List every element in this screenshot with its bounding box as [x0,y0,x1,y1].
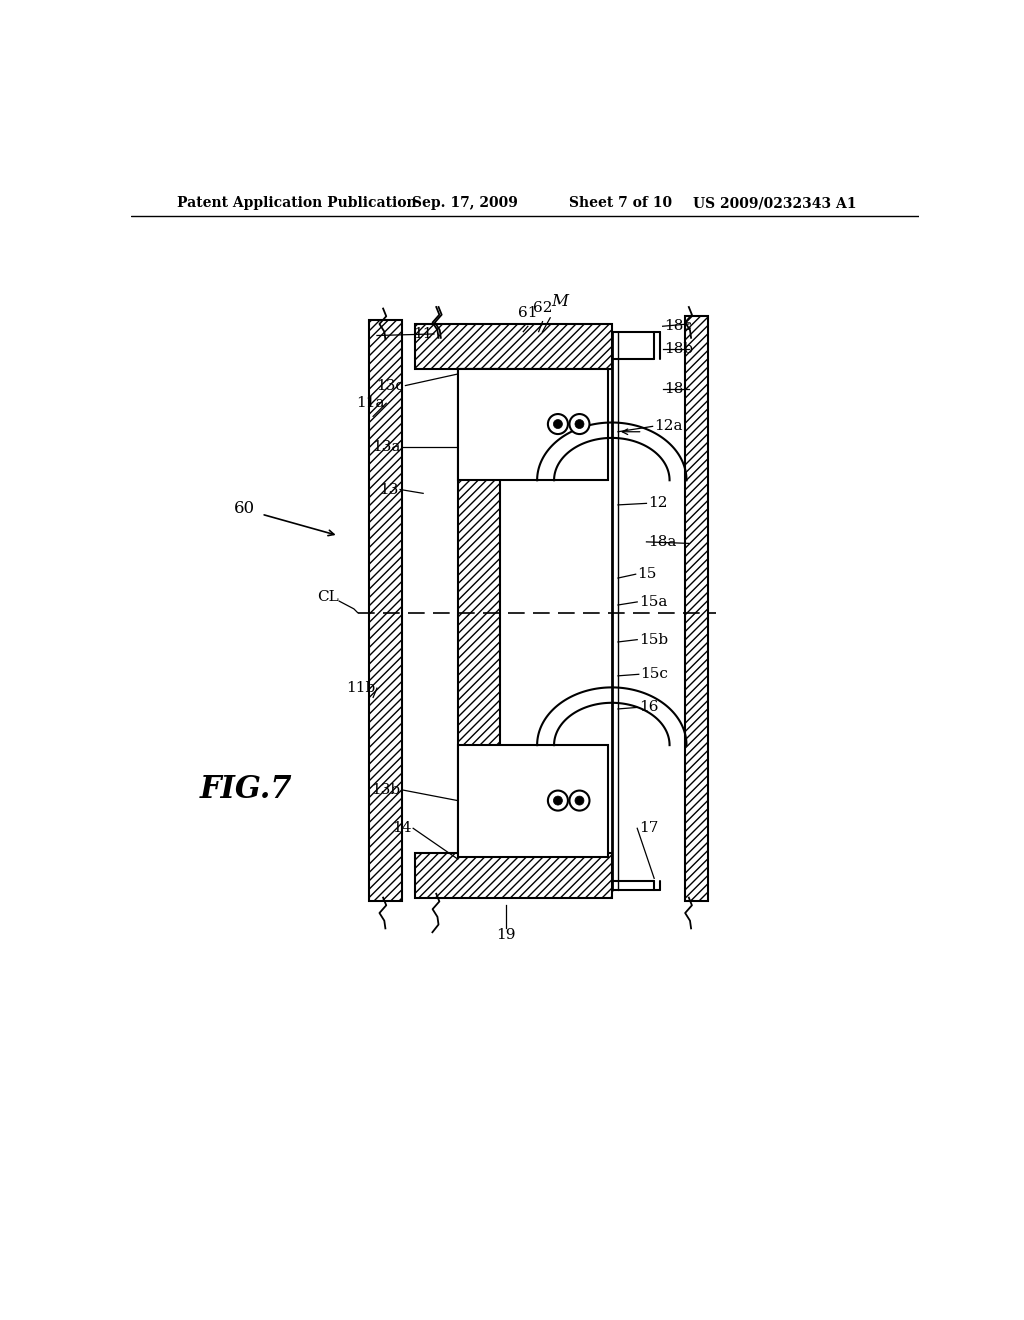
Text: 60: 60 [233,500,255,517]
Text: M: M [551,293,568,310]
Text: 15: 15 [637,568,656,581]
Text: 61: 61 [518,306,538,321]
Bar [416,853,611,898]
Text: FIG.7: FIG.7 [200,775,293,805]
Text: 12a: 12a [654,420,683,433]
Text: CL: CL [316,590,339,605]
Text: 15a: 15a [639,595,667,609]
Circle shape [548,414,568,434]
Text: 16: 16 [639,701,658,714]
Text: 13c: 13c [376,379,403,392]
Text: 13b: 13b [371,783,400,797]
Text: 12: 12 [648,496,668,511]
Text: Sep. 17, 2009: Sep. 17, 2009 [412,197,517,210]
Text: 13: 13 [379,483,398,496]
Circle shape [574,420,584,429]
Text: 18c: 18c [665,319,692,333]
Text: 14: 14 [392,821,412,836]
Text: 17: 17 [639,821,658,836]
Circle shape [574,796,584,805]
Text: 15c: 15c [640,668,669,681]
Circle shape [569,791,590,810]
Bar [458,744,608,857]
Text: 18b: 18b [665,342,693,356]
Text: 15b: 15b [639,632,668,647]
Text: 11a: 11a [356,396,385,411]
Bar [458,368,500,855]
Circle shape [553,796,562,805]
Text: 18: 18 [665,383,684,396]
Bar [370,321,401,902]
Text: 62: 62 [532,301,552,315]
Circle shape [548,791,568,810]
Bar [458,368,608,480]
Text: 11b: 11b [346,681,376,696]
Circle shape [553,420,562,429]
Text: 19: 19 [496,928,515,942]
Text: 11: 11 [413,327,432,341]
Bar [685,317,708,902]
Text: 18a: 18a [648,535,677,549]
Text: Patent Application Publication: Patent Application Publication [177,197,417,210]
Text: US 2009/0232343 A1: US 2009/0232343 A1 [692,197,856,210]
Text: 13a: 13a [372,440,400,454]
Bar [416,323,611,368]
Text: Sheet 7 of 10: Sheet 7 of 10 [569,197,673,210]
Circle shape [569,414,590,434]
